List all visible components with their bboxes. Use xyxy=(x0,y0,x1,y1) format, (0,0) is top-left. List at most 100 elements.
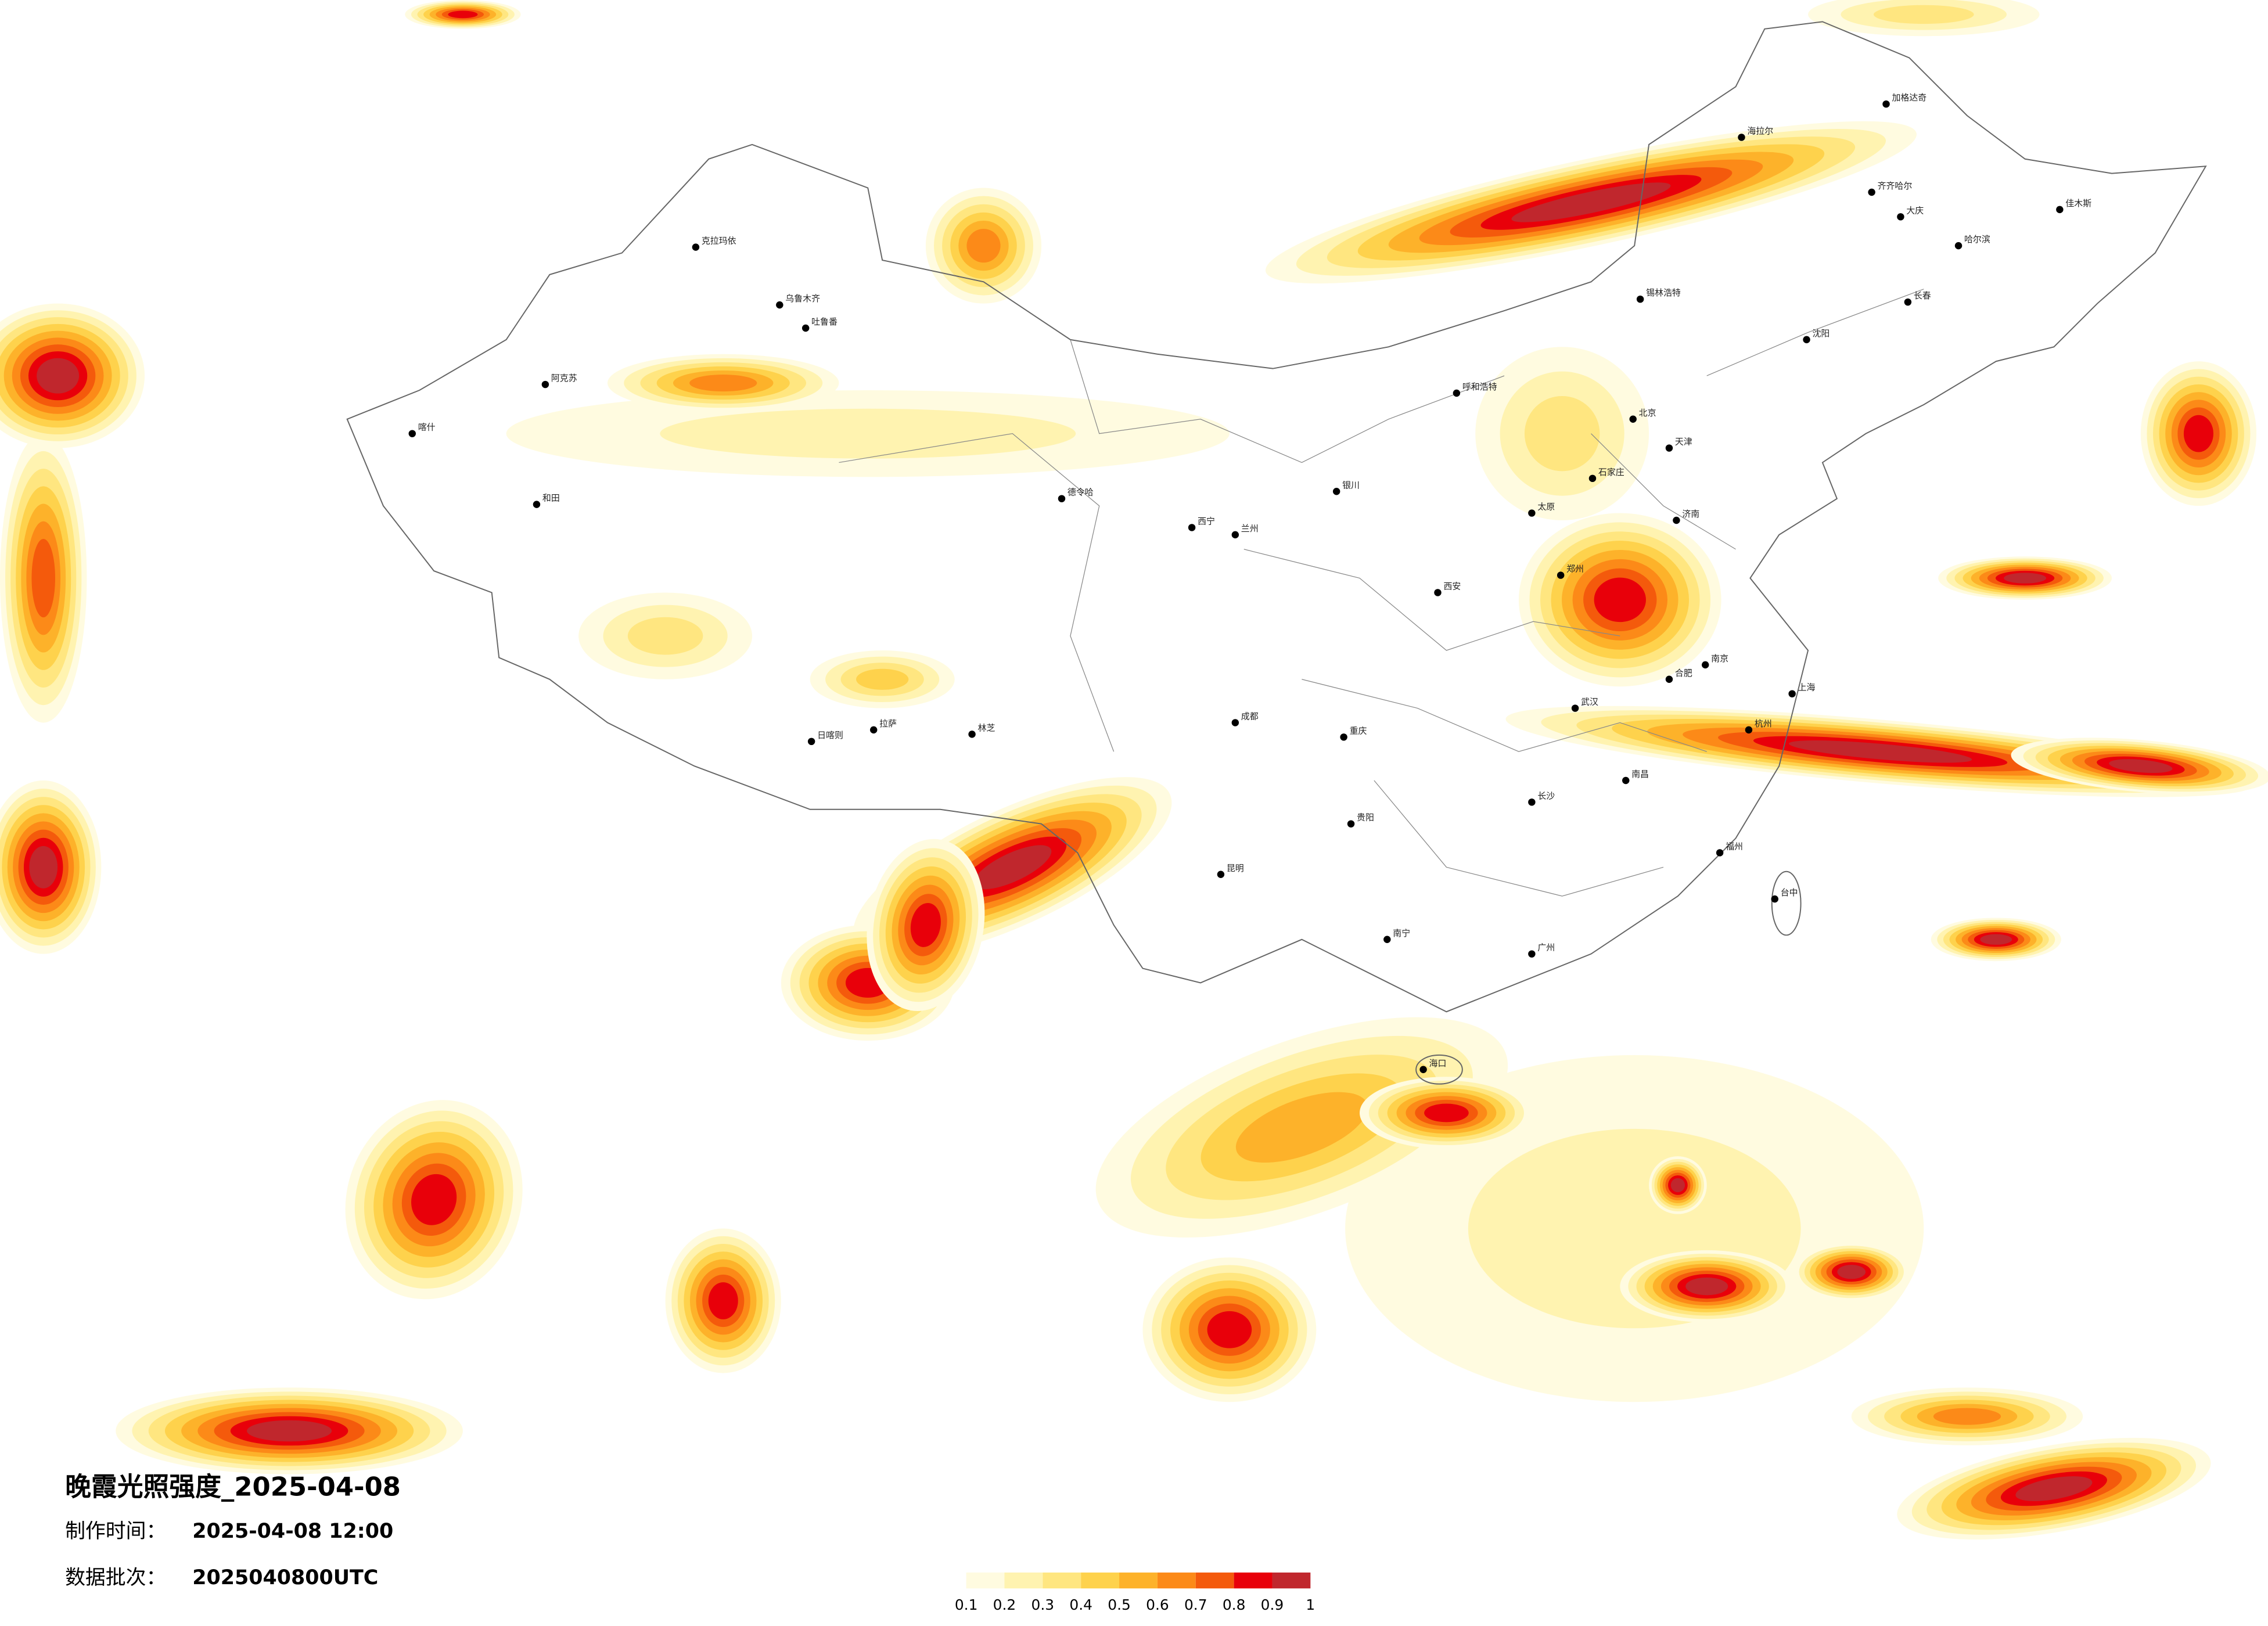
city-dot xyxy=(1788,690,1796,697)
city-dot xyxy=(968,731,976,738)
legend-tick-label: 0.4 xyxy=(1069,1596,1092,1613)
city-dot xyxy=(1904,298,1912,306)
city-label: 郑州 xyxy=(1566,564,1584,574)
heat-blob xyxy=(2109,759,2173,774)
city-label: 南昌 xyxy=(1631,769,1649,779)
heat-blob xyxy=(910,902,941,947)
city-label: 加格达奇 xyxy=(1892,92,1926,103)
batch-label: 数据批次： xyxy=(65,1566,166,1589)
batch: 2025040800UTC xyxy=(192,1566,378,1589)
city-label: 西宁 xyxy=(1198,516,1215,526)
city-dot xyxy=(1217,870,1225,878)
city-dot xyxy=(1188,524,1196,531)
city-dot xyxy=(1231,531,1239,539)
heat-blob xyxy=(31,539,55,618)
city-dot xyxy=(1673,516,1680,524)
legend-tick-label: 0.9 xyxy=(1261,1596,1284,1613)
legend-swatch xyxy=(1272,1572,1311,1589)
legend-swatch xyxy=(1043,1572,1081,1589)
city-dot xyxy=(801,324,810,332)
city-label: 福州 xyxy=(1726,841,1743,851)
heat-blob xyxy=(1524,395,1600,472)
heat-blob xyxy=(29,846,58,888)
city-label: 济南 xyxy=(1682,509,1699,519)
city-label: 德令哈 xyxy=(1067,487,1094,498)
city-dot xyxy=(1528,950,1536,958)
city-label: 广州 xyxy=(1537,942,1555,953)
city-label: 喀什 xyxy=(418,422,436,433)
city-label: 林芝 xyxy=(978,722,995,733)
city-label: 日喀则 xyxy=(817,730,843,740)
legend-tick-label: 0.3 xyxy=(1031,1596,1055,1613)
city-dot xyxy=(1434,589,1442,596)
city-label: 南宁 xyxy=(1393,928,1410,938)
city-label: 台中 xyxy=(1781,887,1798,898)
city-dot xyxy=(1803,336,1810,344)
heat-blob xyxy=(966,229,1001,263)
title: 晚霞光照强度_2025-04-08 xyxy=(65,1472,401,1502)
city-label: 佳木斯 xyxy=(2065,198,2091,208)
heat-blob xyxy=(973,845,1052,890)
made-time: 2025-04-08 12:00 xyxy=(192,1520,393,1543)
heat-blob xyxy=(1873,5,1974,24)
city-label: 和田 xyxy=(542,493,560,503)
city-dot xyxy=(869,726,878,734)
city-label: 重庆 xyxy=(1350,725,1367,736)
city-label: 大庆 xyxy=(1906,205,1924,215)
heat-blob xyxy=(1207,1311,1252,1348)
legend-tick-label: 1 xyxy=(1306,1596,1315,1613)
city-dot xyxy=(1058,495,1066,502)
legend-tick-label: 0.1 xyxy=(955,1596,978,1613)
city-dot xyxy=(1745,726,1753,734)
city-label: 拉萨 xyxy=(879,718,897,729)
legend-swatch xyxy=(1119,1572,1158,1589)
city-dot xyxy=(1340,733,1347,741)
hainan xyxy=(1415,1054,1463,1085)
heat-blob xyxy=(1788,740,1972,763)
city-label: 北京 xyxy=(1639,408,1656,418)
city-label: 乌鲁木齐 xyxy=(785,293,820,304)
city-label: 西安 xyxy=(1443,581,1461,591)
city-label: 克拉玛依 xyxy=(702,236,736,246)
city-dot xyxy=(1665,675,1673,683)
city-label: 石家庄 xyxy=(1598,467,1624,477)
city-label: 锡林浩特 xyxy=(1646,287,1681,298)
heat-blob xyxy=(1980,934,2012,945)
city-dot xyxy=(1231,719,1239,726)
city-dot xyxy=(1557,571,1565,579)
heat-blob xyxy=(2004,573,2047,584)
legend-tick-label: 0.6 xyxy=(1146,1596,1169,1613)
made-time-label: 制作时间： xyxy=(65,1520,166,1543)
city-label: 南京 xyxy=(1711,653,1728,664)
heat-blob xyxy=(1235,1092,1368,1163)
city-dot xyxy=(1332,488,1340,495)
legend-tick-label: 0.7 xyxy=(1184,1596,1207,1613)
city-label: 合肥 xyxy=(1675,668,1692,678)
city-dot xyxy=(533,501,541,508)
city-dot xyxy=(1588,474,1597,483)
city-dot xyxy=(692,243,700,251)
legend-swatch xyxy=(966,1572,1005,1589)
heat-blob xyxy=(1670,1178,1685,1193)
legend-tick-label: 0.8 xyxy=(1223,1596,1246,1613)
heat-blob xyxy=(689,375,757,392)
heat-blob xyxy=(1933,1408,2001,1425)
heat-blob xyxy=(411,1174,457,1225)
city-dot xyxy=(1347,820,1355,828)
heat-blob xyxy=(708,1282,738,1319)
city-dot xyxy=(1868,188,1875,196)
city-dot xyxy=(1636,295,1644,303)
city-label: 吐鲁番 xyxy=(811,316,838,327)
city-dot xyxy=(1897,213,1904,221)
heat-blob xyxy=(1424,1103,1469,1123)
legend: 0.1 0.2 0.3 0.4 0.5 0.6 0.7 0.8 0.9 1 xyxy=(955,1572,1315,1613)
legend-tick-label: 0.5 xyxy=(1108,1596,1131,1613)
city-dot xyxy=(1701,661,1709,669)
city-label: 天津 xyxy=(1675,437,1692,447)
city-label: 长沙 xyxy=(1537,790,1555,801)
heat-blob xyxy=(1594,577,1646,623)
legend-swatch xyxy=(1195,1572,1234,1589)
